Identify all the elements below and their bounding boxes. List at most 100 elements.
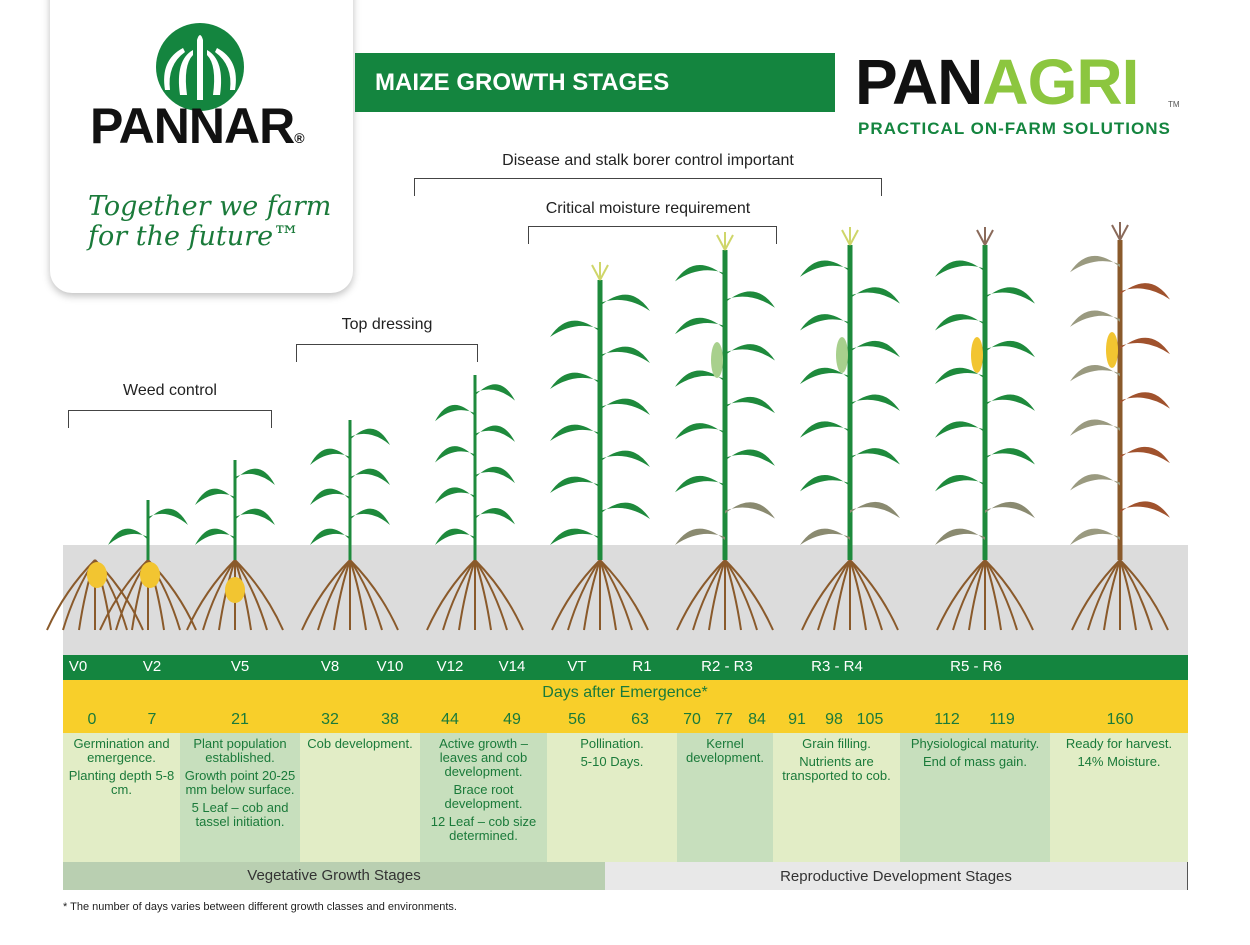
leaf <box>800 475 850 492</box>
root <box>1119 559 1137 631</box>
leaf <box>675 370 725 387</box>
day-label: 91 <box>788 711 806 728</box>
leaf <box>935 314 985 331</box>
leaf <box>475 425 515 442</box>
description-text: Planting depth 5-8 cm. <box>68 768 175 797</box>
tassel <box>1111 222 1129 241</box>
root <box>458 559 476 631</box>
stage-label: V12 <box>436 658 464 675</box>
root <box>1087 559 1121 631</box>
stage-description: Germination and emergence. Planting depth… <box>63 733 180 862</box>
root <box>724 559 774 631</box>
root <box>349 559 383 631</box>
root <box>474 559 492 631</box>
footnote: * The number of days varies between diff… <box>63 901 457 913</box>
day-label: 0 <box>87 711 97 728</box>
leaf <box>1070 365 1120 382</box>
plant-illustrations <box>46 222 1170 631</box>
stage-label: V0 <box>68 658 88 675</box>
day-label: 49 <box>503 711 521 728</box>
leaf <box>675 265 725 282</box>
leaf <box>800 260 850 277</box>
root <box>99 559 149 631</box>
stage-label: V8 <box>320 658 340 675</box>
leaf <box>600 398 650 415</box>
stage-label: R2 - R3 <box>701 658 753 675</box>
description-text: Cob development. <box>307 736 413 751</box>
leaf <box>725 449 775 466</box>
root <box>708 559 726 631</box>
day-label: 77 <box>715 711 733 728</box>
leaf <box>310 448 350 465</box>
root <box>849 559 899 631</box>
leaf <box>800 528 850 545</box>
stage-label: R3 - R4 <box>811 658 863 675</box>
root <box>301 559 351 631</box>
leaf <box>935 260 985 277</box>
root <box>442 559 476 631</box>
root <box>801 559 851 631</box>
leaf <box>935 528 985 545</box>
root <box>936 559 986 631</box>
leaf <box>310 488 350 505</box>
leaf <box>675 423 725 440</box>
leaf <box>235 508 275 525</box>
root <box>833 559 851 631</box>
leaf <box>850 340 900 358</box>
tassel <box>591 262 609 281</box>
leaf <box>1070 255 1120 273</box>
description-text: Kernel development. <box>685 736 765 765</box>
day-label: 105 <box>856 711 884 728</box>
root <box>551 559 601 631</box>
root <box>724 559 742 631</box>
description-text: Growth point 20-25 mm below surface. <box>184 768 296 797</box>
root <box>317 559 351 631</box>
leaf <box>800 367 850 385</box>
leaf <box>350 428 390 445</box>
pannar-emblem-icon <box>156 23 244 111</box>
leaf <box>1120 501 1170 518</box>
day-label: 56 <box>568 711 586 728</box>
leaf <box>1120 446 1170 464</box>
leaf <box>850 287 900 304</box>
cob <box>1106 332 1118 368</box>
leaf <box>600 294 650 311</box>
seed <box>87 562 107 588</box>
root <box>234 559 268 631</box>
leaf <box>850 501 900 519</box>
cob <box>836 337 848 373</box>
stage-description: Kernel development. <box>677 733 773 862</box>
leaf <box>800 314 850 331</box>
stage-label: V2 <box>142 658 162 675</box>
leaf <box>475 384 515 401</box>
leaf <box>435 404 475 422</box>
leaf <box>1070 310 1120 327</box>
leaf <box>985 340 1035 358</box>
day-label: 98 <box>825 711 843 728</box>
leaf <box>475 508 515 525</box>
root <box>984 559 1002 631</box>
root <box>1071 559 1121 631</box>
panagri-logo: PANAGRI <box>855 46 1139 118</box>
root <box>474 559 508 631</box>
leaf <box>935 475 985 492</box>
stage-label: V5 <box>230 658 250 675</box>
description-text: Plant population established. <box>193 736 287 765</box>
root <box>567 559 601 631</box>
root <box>202 559 236 631</box>
pannar-logo-card: PANNAR® Together we farm for the future™ <box>50 0 353 293</box>
days-band <box>63 680 1188 733</box>
root <box>583 559 601 631</box>
leaf <box>725 396 775 414</box>
description-text: Brace root development. <box>444 782 523 811</box>
tassel <box>716 232 734 251</box>
panagri-tagline: PRACTICAL ON-FARM SOLUTIONS <box>858 119 1171 138</box>
leaf <box>850 448 900 465</box>
page-title: MAIZE GROWTH STAGES <box>355 53 835 112</box>
leaf <box>148 508 188 525</box>
day-label: 84 <box>748 711 766 728</box>
bracket-weed-control <box>68 410 272 428</box>
bracket-label: Critical moisture requirement <box>545 200 751 217</box>
leaf <box>1070 419 1120 436</box>
description-text: Active growth – leaves and cob developme… <box>439 736 528 779</box>
